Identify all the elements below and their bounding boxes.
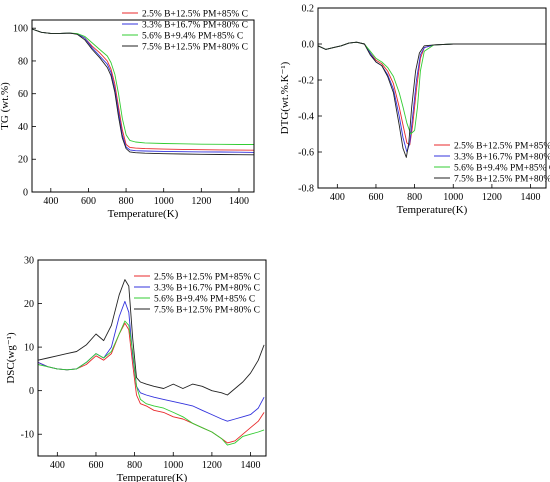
- dsc-legend: 2.5% B+12.5% PM+85% C3.3% B+16.7% PM+80%…: [134, 272, 260, 315]
- tg-series-line-3: [31, 28, 255, 156]
- tg-x-tick-label: 1000: [154, 196, 174, 207]
- dtg-x-tick-label: 1000: [443, 192, 463, 203]
- dsc-x-tick-label: 800: [127, 460, 142, 471]
- tg-y-tick-label: 60: [18, 89, 28, 100]
- dsc-plot-frame: [37, 259, 267, 457]
- tg-legend-label-0: 2.5% B+12.5% PM+85% C: [142, 9, 248, 19]
- tg-y-tick-label: 100: [13, 24, 28, 35]
- dsc-y-tick-label: 20: [24, 299, 34, 310]
- dtg-series-line-0: [317, 41, 546, 146]
- dsc-y-tick-label: 10: [24, 343, 34, 354]
- dsc-x-tick-label: 1200: [202, 460, 222, 471]
- dsc-x-tick-label: 1000: [163, 460, 183, 471]
- tg-y-tick-label: 40: [18, 122, 28, 133]
- dsc-y-tick-label: 30: [24, 256, 34, 267]
- dsc-series-line-2: [37, 320, 265, 446]
- tg-legend-label-3: 7.5% B+12.5% PM+80% C: [142, 42, 248, 52]
- dsc-legend-label-3: 7.5% B+12.5% PM+80% C: [154, 305, 260, 315]
- tg-legend-label-2: 5.6% B+9.4% PM+85% C: [142, 31, 243, 41]
- dtg-y-tick-label: -0.8: [298, 184, 314, 195]
- dtg-y-tick-label: 0.0: [302, 40, 315, 51]
- dsc-legend-label-2: 5.6% B+9.4% PM+85% C: [154, 294, 255, 304]
- dsc-x-tick-label: 600: [88, 460, 103, 471]
- tg-legend: 2.5% B+12.5% PM+85% C3.3% B+16.7% PM+80%…: [122, 9, 248, 52]
- tg-x-tick-label: 400: [43, 196, 58, 207]
- dtg-y-tick-label: 0.2: [302, 4, 315, 15]
- dtg-x-tick-label: 800: [407, 192, 422, 203]
- dtg-x-tick-label: 400: [330, 192, 345, 203]
- dtg-y-tick-label: -0.6: [298, 148, 314, 159]
- dtg-plot-frame: [317, 7, 547, 189]
- dsc-x-axis-label: Temperature(K): [117, 472, 188, 482]
- dsc-legend-label-0: 2.5% B+12.5% PM+85% C: [154, 272, 260, 282]
- dtg-legend: 2.5% B+12.5% PM+85% C3.3% B+16.7% PM+80%…: [434, 141, 550, 184]
- dsc-x-tick-label: 400: [50, 460, 65, 471]
- dtg-legend-label-1: 3.3% B+16.7% PM+80% C: [454, 152, 550, 162]
- dsc-series-line-1: [37, 300, 265, 422]
- dtg-x-tick-label: 1200: [482, 192, 502, 203]
- dsc-x-tick-label: 1400: [241, 460, 261, 471]
- dtg-series-line-1: [317, 41, 546, 153]
- tg-x-axis-label: Temperature(K): [108, 208, 179, 220]
- tg-y-tick-label: 20: [18, 155, 28, 166]
- dtg-series-line-2: [317, 41, 546, 135]
- dtg-legend-label-0: 2.5% B+12.5% PM+85% C: [454, 141, 550, 151]
- dtg-y-tick-label: -0.2: [298, 76, 314, 87]
- dtg-chart: 400 600 800 1000 1200 1400 -0.8 -0.6 -0.4 -0.2 0.0…: [279, 4, 550, 217]
- tg-y-tick-label: 80: [18, 56, 28, 67]
- tg-x-tick-label: 1400: [229, 196, 249, 207]
- dtg-x-tick-label: 600: [368, 192, 383, 203]
- dsc-legend-label-1: 3.3% B+16.7% PM+80% C: [154, 283, 260, 293]
- tg-y-tick-label: 0: [23, 188, 28, 199]
- tg-plot-frame: [31, 19, 255, 193]
- tg-x-tick-label: 800: [119, 196, 134, 207]
- tg-x-tick-label: 600: [81, 196, 96, 207]
- dtg-y-axis-label: DTG(wt.%.K⁻¹): [279, 61, 291, 134]
- dsc-chart: 400 600 800 1000 1200 1400 -10 0 10 20 30 Temperatu…: [5, 256, 267, 482]
- tg-legend-label-1: 3.3% B+16.7% PM+80% C: [142, 20, 248, 30]
- dsc-y-axis-label: DSC(wg⁻¹): [5, 332, 17, 384]
- tg-chart: 400 600 800 1000 1200 1400 0 20 40 60 80 100 Tempera…: [0, 9, 255, 220]
- dtg-legend-label-2: 5.6% B+9.4% PM+85% C: [454, 163, 550, 173]
- dtg-x-tick-label: 1400: [521, 192, 541, 203]
- dtg-legend-label-3: 7.5% B+12.5% PM+80% C: [454, 174, 550, 184]
- dsc-y-tick-label: 0: [29, 386, 34, 397]
- tg-y-axis-label: TG (wt.%): [0, 82, 11, 130]
- tg-x-tick-label: 1200: [191, 196, 211, 207]
- dsc-y-tick-label: -10: [21, 430, 34, 441]
- dsc-series-line-3: [37, 279, 265, 396]
- dtg-y-tick-label: -0.4: [298, 112, 314, 123]
- dtg-series-line-3: [317, 41, 546, 158]
- dtg-x-axis-label: Temperature(K): [397, 204, 468, 216]
- dsc-series-line-0: [37, 322, 265, 444]
